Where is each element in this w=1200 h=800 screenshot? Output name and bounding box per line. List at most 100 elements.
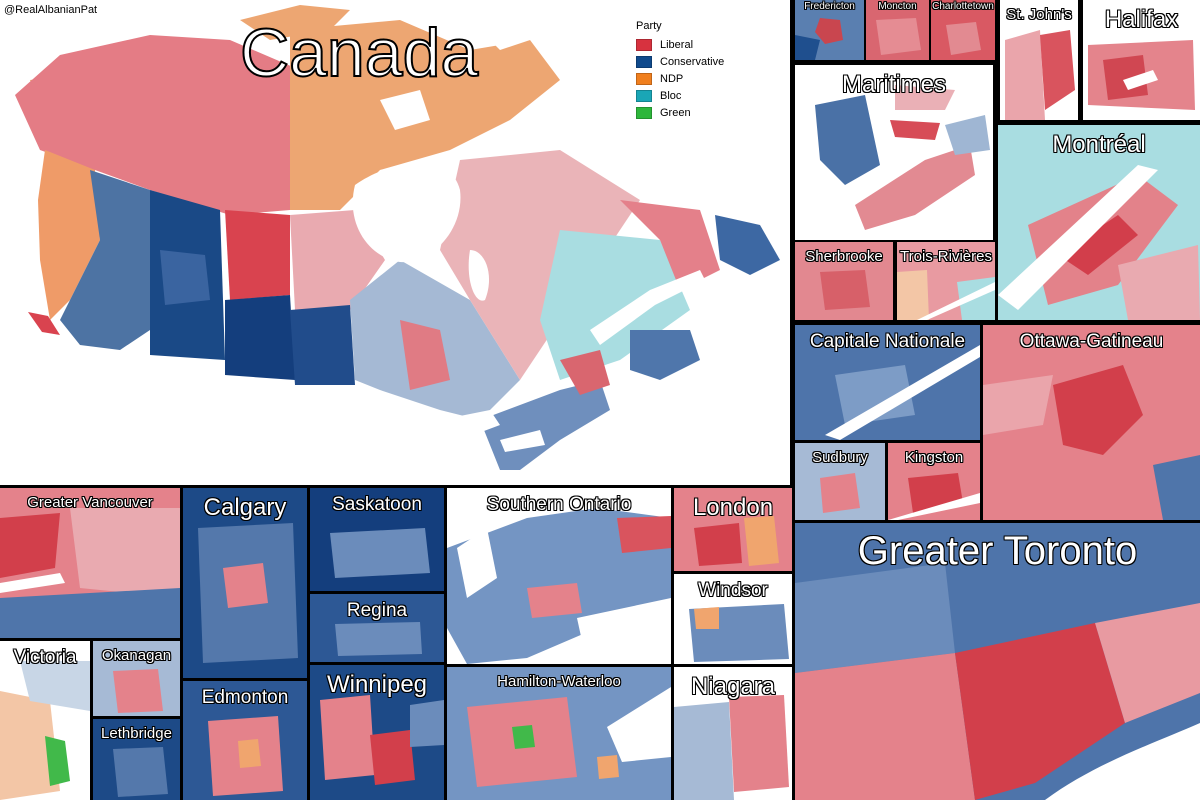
ottawa-gatineau-title: Ottawa-Gatineau (1019, 331, 1164, 352)
halifax-map (1088, 40, 1195, 110)
region-trois-rivieres-west (897, 270, 929, 320)
sherbrooke-panel: Sherbrooke (795, 242, 893, 320)
maritimes-map (815, 85, 990, 230)
trois-rivieres-title: Trois-Rivières (900, 248, 992, 265)
london-map (694, 516, 779, 566)
region-vancouver-east (70, 508, 180, 598)
canada-title: Canada (239, 14, 479, 92)
region-maritimes (630, 330, 700, 380)
region-calgary-core (223, 563, 268, 608)
region-ottawa-east (1153, 455, 1200, 520)
region-gta-north-blue (795, 563, 955, 673)
region-cape-breton (945, 115, 990, 155)
region-gatineau (983, 375, 1053, 435)
james-bay (468, 250, 490, 301)
capitale-river (825, 345, 980, 440)
trois-rivieres-river (917, 282, 995, 320)
kingston-map (888, 473, 980, 520)
st-johns-title: St. John's (1006, 6, 1072, 23)
region-montreal-core (1058, 215, 1138, 275)
ottawa-gatineau-map (983, 365, 1200, 520)
legend-swatch-green (636, 106, 652, 119)
niagara-map (674, 695, 789, 800)
greater-toronto-panel: Greater Toronto (795, 523, 1200, 800)
fredericton-map (795, 18, 843, 60)
region-st-lawrence (560, 350, 610, 395)
region-vancouver-south (0, 588, 180, 638)
halifax-panel: Halifax (1083, 0, 1200, 120)
legend-item-liberal: Liberal (636, 36, 724, 53)
greater-toronto-title: Greater Toronto (857, 529, 1138, 573)
region-bc-north (38, 150, 100, 320)
niagara-panel: Niagara (674, 667, 792, 800)
sudbury-panel: Sudbury (795, 443, 885, 520)
calgary-map (198, 523, 298, 663)
regina-map (335, 622, 422, 656)
edmonton-title: Edmonton (201, 687, 289, 708)
southern-ontario-map (447, 508, 671, 664)
region-gta-east (1095, 603, 1200, 723)
kingston-water (888, 493, 980, 520)
hamilton-waterloo-title: Hamilton-Waterloo (497, 673, 621, 690)
region-montreal-south (1118, 245, 1200, 320)
region-new-brunswick (815, 95, 880, 185)
lethbridge-panel: Lethbridge (93, 719, 180, 800)
sherbrooke-map (820, 270, 870, 310)
legend-label-conservative: Conservative (660, 55, 725, 68)
lethbridge-map (113, 747, 168, 797)
capitale-nationale-map (825, 345, 980, 440)
hudson-bay (352, 163, 461, 263)
region-st-johns-east (1040, 30, 1075, 110)
region-edmonton-ndp (238, 739, 261, 768)
region-manitoba-south (290, 305, 355, 385)
victoria-title: Victoria (13, 647, 77, 668)
region-niagara-east (729, 695, 789, 792)
charlottetown-panel: Charlottetown (931, 0, 995, 60)
legend-item-ndp: NDP (636, 70, 724, 87)
legend-label-ndp: NDP (660, 72, 684, 85)
saskatoon-map (330, 528, 430, 578)
london-title: London (692, 494, 774, 521)
legend-swatch-bloc (636, 89, 652, 102)
sherbrooke-title: Sherbrooke (805, 248, 883, 265)
regina-title: Regina (346, 600, 408, 621)
canada-map-panel: @RealAlbanianPat Canada Party Liberal Co… (0, 0, 790, 485)
region-waterloo-green (512, 725, 535, 749)
legend-item-green: Green (636, 104, 724, 121)
region-gta-core (955, 623, 1125, 800)
kingston-title: Kingston (904, 449, 964, 466)
montreal-title: Montréal (1052, 131, 1146, 158)
region-nova-scotia (855, 145, 975, 230)
region-hamilton-ndp (597, 755, 619, 779)
moncton-panel: Moncton (866, 0, 929, 60)
trois-rivieres-panel: Trois-Rivières (897, 242, 995, 320)
region-ottawa-core (1053, 365, 1143, 455)
edmonton-map (208, 716, 283, 796)
region-london-core (694, 523, 742, 566)
legend-swatch-conservative (636, 55, 652, 68)
sudbury-map (820, 473, 860, 513)
legend-label-liberal: Liberal (660, 38, 694, 51)
region-sudbury-core (820, 473, 860, 513)
region-halifax-core (1103, 55, 1148, 100)
st-johns-map (1005, 30, 1075, 120)
region-saskatoon-city (330, 528, 430, 578)
region-sask-south (225, 295, 295, 380)
region-so-ontario-east (617, 516, 671, 553)
region-vancouver-north (0, 513, 60, 578)
winnipeg-panel: Winnipeg (310, 665, 444, 800)
legend-label-green: Green (660, 106, 691, 119)
legend-label-bloc: Bloc (660, 89, 682, 102)
moncton-title: Moncton (878, 1, 917, 12)
calgary-title: Calgary (203, 494, 287, 521)
region-bc-interior (60, 170, 150, 350)
southern-ontario-panel: Southern Ontario (447, 488, 671, 664)
fredericton-panel: Fredericton (795, 0, 864, 60)
victoria-map (0, 661, 90, 800)
region-quebec-north (440, 150, 640, 380)
region-newfoundland (715, 215, 780, 275)
region-winnipeg-east (410, 700, 444, 747)
regina-panel: Regina (310, 594, 444, 662)
saskatoon-panel: Saskatoon (310, 488, 444, 591)
okanagan-map (113, 669, 163, 713)
